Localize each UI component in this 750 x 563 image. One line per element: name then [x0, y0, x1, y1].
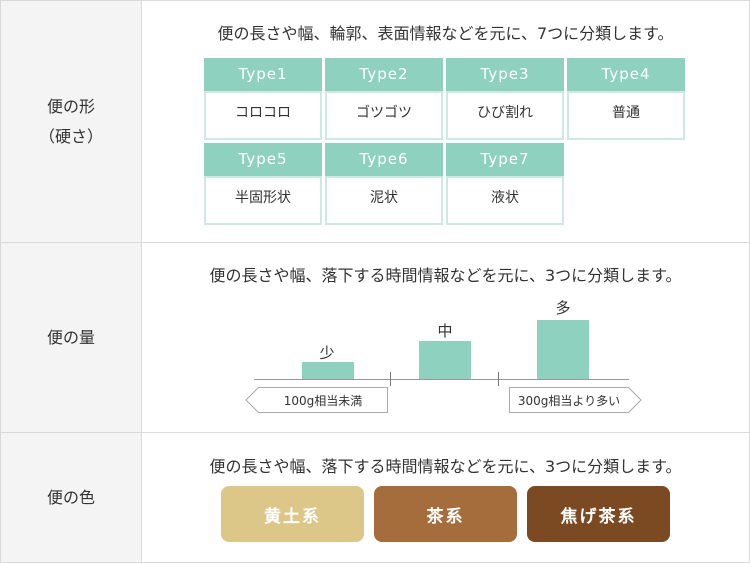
- volume-baseline: [254, 379, 629, 380]
- type-name: Type6: [325, 143, 443, 176]
- volume-tick-right: [498, 372, 499, 386]
- type-card: Type3 ひび割れ: [446, 58, 564, 140]
- type-label: 半固形状: [204, 176, 322, 225]
- shape-heading: 便の形 （硬さ）: [1, 1, 142, 242]
- type-name: Type7: [446, 143, 564, 176]
- shape-heading-line2: （硬さ）: [38, 126, 103, 146]
- volume-tag-right-text: 300g相当より多い: [517, 394, 621, 408]
- tag-arrow-right-icon: [628, 387, 642, 413]
- color-heading: 便の色: [1, 433, 142, 562]
- type-label: 普通: [567, 91, 685, 140]
- color-option-dark-brown: 焦げ茶系: [527, 486, 670, 542]
- color-description: 便の長さや幅、落下する時間情報などを元に、3つに分類します。: [209, 457, 682, 476]
- volume-description: 便の長さや幅、落下する時間情報などを元に、3つに分類します。: [209, 266, 682, 285]
- type-card: Type6 泥状: [325, 143, 443, 225]
- shape-description: 便の長さや幅、輪郭、表面情報などを元に、7つに分類します。: [217, 24, 674, 43]
- volume-level-label: 中: [437, 322, 453, 340]
- color-row: 便の色 便の長さや幅、落下する時間情報などを元に、3つに分類します。 黄土系 茶…: [1, 433, 749, 562]
- color-option-brown: 茶系: [374, 486, 517, 542]
- type-name: Type5: [204, 143, 322, 176]
- type-name: Type1: [204, 58, 322, 91]
- tag-arrow-left-icon: [245, 387, 259, 413]
- color-body: 便の長さや幅、落下する時間情報などを元に、3つに分類します。 黄土系 茶系 焦げ…: [142, 433, 749, 562]
- shape-heading-line1: 便の形: [46, 96, 95, 116]
- volume-tag-right: 300g相当より多い: [509, 387, 642, 413]
- volume-tick-left: [390, 372, 391, 386]
- type-card: Type1 コロコロ: [204, 58, 322, 140]
- type-label: ひび割れ: [446, 91, 564, 140]
- shape-row: 便の形 （硬さ） 便の長さや幅、輪郭、表面情報などを元に、7つに分類します。 T…: [1, 1, 749, 243]
- type-card: Type4 普通: [567, 58, 685, 140]
- type-card: Type2 ゴツゴツ: [325, 58, 443, 140]
- type-name: Type4: [567, 58, 685, 91]
- color-option-ochre: 黄土系: [221, 486, 364, 542]
- volume-level-label: 少: [319, 344, 335, 362]
- type-name: Type2: [325, 58, 443, 91]
- volume-heading: 便の量: [1, 243, 142, 432]
- volume-tag-left-text: 100g相当未満: [283, 394, 363, 408]
- type-label: 泥状: [325, 176, 443, 225]
- type-label: ゴツゴツ: [325, 91, 443, 140]
- volume-body: 便の長さや幅、落下する時間情報などを元に、3つに分類します。 少 中 多 100…: [142, 243, 749, 432]
- volume-tag-left: 100g相当未満: [245, 387, 388, 413]
- type-card: Type7 液状: [446, 143, 564, 225]
- type-label: 液状: [446, 176, 564, 225]
- type-name: Type3: [446, 58, 564, 91]
- volume-level-label: 多: [555, 299, 571, 317]
- volume-bar-small: [302, 362, 354, 379]
- type-card: Type5 半固形状: [204, 143, 322, 225]
- volume-bar-medium: [419, 341, 471, 379]
- shape-body: 便の長さや幅、輪郭、表面情報などを元に、7つに分類します。 Type1 コロコロ…: [142, 1, 749, 242]
- type-label: コロコロ: [204, 91, 322, 140]
- volume-bar-large: [537, 320, 589, 379]
- volume-row: 便の量 便の長さや幅、落下する時間情報などを元に、3つに分類します。 少 中 多…: [1, 243, 749, 433]
